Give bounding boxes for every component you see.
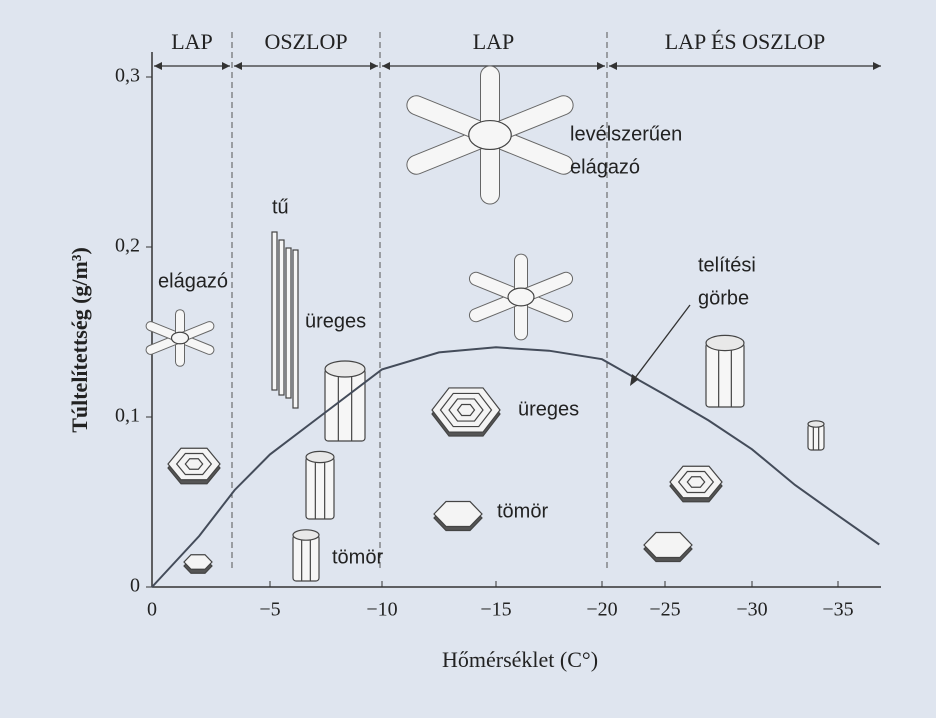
- needle: [293, 250, 298, 408]
- column-top: [706, 335, 744, 350]
- annotation: telítési: [698, 254, 756, 276]
- annotation: görbe: [698, 287, 749, 309]
- y-tick-label: 0,3: [115, 65, 140, 87]
- needle: [286, 248, 291, 398]
- x-tick-label: 0: [147, 599, 157, 621]
- annotation: levélszerűen: [570, 123, 682, 145]
- column: [306, 457, 334, 519]
- column: [808, 424, 824, 450]
- annotation: elágazó: [570, 156, 640, 178]
- annotation: tű: [272, 196, 289, 218]
- x-tick-label: −25: [649, 599, 680, 621]
- x-axis-title: Hőmérséklet (C°): [442, 647, 598, 672]
- x-tick-label: −20: [586, 599, 617, 621]
- region-label: LAP: [473, 29, 515, 54]
- y-tick-label: 0: [130, 575, 140, 597]
- x-tick-label: −35: [822, 599, 853, 621]
- annotation: üreges: [518, 398, 579, 420]
- needle: [279, 240, 284, 395]
- x-tick-label: −15: [480, 599, 511, 621]
- column: [325, 369, 365, 441]
- dendrite-core: [172, 332, 189, 344]
- annotation: tömör: [332, 546, 383, 568]
- annotation: elágazó: [158, 270, 228, 292]
- annotation: tömör: [497, 500, 548, 522]
- dendrite-core: [508, 288, 534, 306]
- background: [0, 0, 936, 718]
- y-axis-title: Túltelítettség (g/m³): [67, 247, 92, 433]
- column-top: [808, 421, 824, 427]
- region-label: OSZLOP: [264, 29, 347, 54]
- column-top: [325, 361, 365, 377]
- column-top: [306, 451, 334, 462]
- dendrite-core: [469, 121, 512, 150]
- column-top: [293, 530, 319, 540]
- hex-plate: [184, 555, 212, 570]
- x-tick-label: −30: [736, 599, 767, 621]
- chart: Hőmérséklet (C°) Túltelítettség (g/m³) L…: [0, 0, 936, 718]
- region-label: LAP: [171, 29, 213, 54]
- x-tick-label: −5: [259, 599, 280, 621]
- annotation: üreges: [305, 310, 366, 332]
- column: [293, 535, 319, 581]
- y-tick-label: 0,2: [115, 235, 140, 257]
- x-tick-label: −10: [366, 599, 397, 621]
- needle: [272, 232, 277, 390]
- region-label: LAP ÉS OSZLOP: [665, 29, 826, 54]
- column: [706, 343, 744, 407]
- y-tick-label: 0,1: [115, 405, 140, 427]
